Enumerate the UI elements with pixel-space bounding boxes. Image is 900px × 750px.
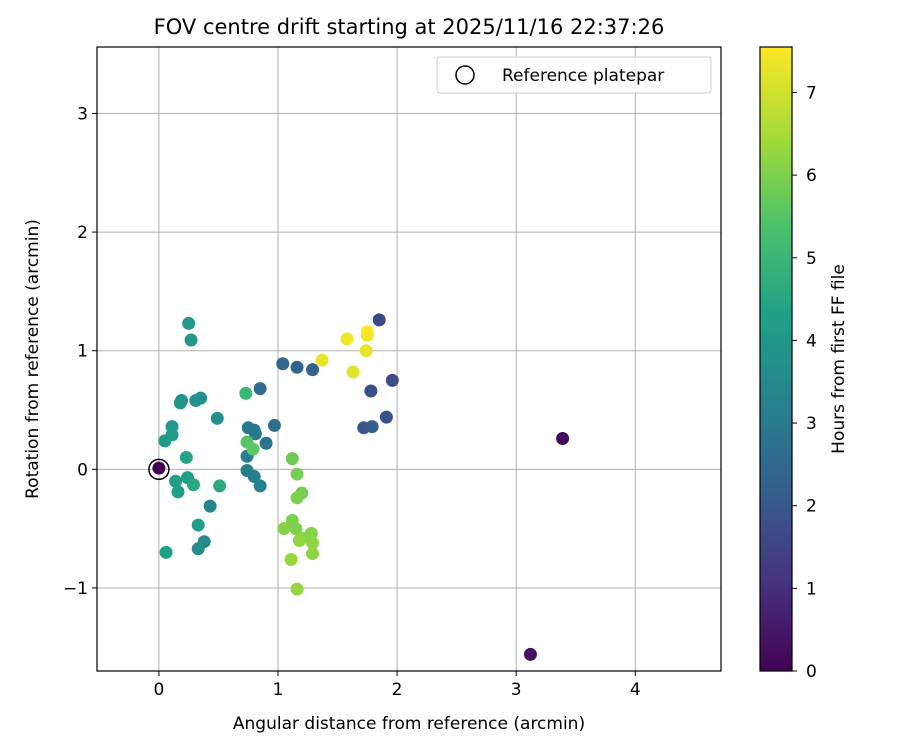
x-tick-label: 2 xyxy=(392,680,403,700)
colorbar-tick-label: 0 xyxy=(806,662,817,682)
data-point xyxy=(210,411,224,425)
data-point xyxy=(285,452,299,466)
data-point xyxy=(186,478,200,492)
data-point xyxy=(290,360,304,374)
data-point xyxy=(158,434,172,448)
data-point xyxy=(152,461,166,475)
data-point xyxy=(191,542,205,556)
legend-marker-reference xyxy=(455,65,475,85)
colorbar-tick-label: 3 xyxy=(806,414,817,434)
data-point xyxy=(253,479,267,493)
data-point xyxy=(292,534,306,548)
legend-box xyxy=(436,56,712,94)
y-tick-label: −1 xyxy=(63,579,88,599)
data-point xyxy=(169,474,183,488)
data-point xyxy=(372,313,386,327)
x-tick-label: 0 xyxy=(154,680,165,700)
data-point xyxy=(259,436,273,450)
colorbar-tick-label: 1 xyxy=(806,579,817,599)
colorbar: 0 1 2 3 4 5 6 7 Hours from first FF file xyxy=(759,46,849,682)
colorbar-label: Hours from first FF file xyxy=(829,264,849,454)
colorbar-tick-label: 4 xyxy=(806,331,817,351)
data-point xyxy=(203,499,217,513)
y-axis-label: Rotation from reference (arcmin) xyxy=(23,219,43,499)
data-point xyxy=(246,442,260,456)
y-tick-label: 3 xyxy=(77,104,88,124)
data-point xyxy=(306,536,320,550)
data-point xyxy=(365,420,379,434)
y-tick-label: 0 xyxy=(77,460,88,480)
y-axis-ticks: −1 0 1 2 3 xyxy=(63,104,97,599)
x-tick-label: 4 xyxy=(630,680,641,700)
data-point xyxy=(159,545,173,559)
data-point xyxy=(523,647,537,661)
data-point xyxy=(267,418,281,432)
data-point xyxy=(290,582,304,596)
data-point xyxy=(213,479,227,493)
colorbar-tick-label: 6 xyxy=(806,166,817,186)
data-point xyxy=(284,552,298,566)
data-point xyxy=(179,450,193,464)
colorbar-tick-label: 7 xyxy=(806,83,817,103)
x-tick-label: 3 xyxy=(511,680,522,700)
data-point xyxy=(184,333,198,347)
data-point xyxy=(359,344,373,358)
data-point xyxy=(315,353,329,367)
plot-frame xyxy=(96,46,722,672)
reference-platepar-marker xyxy=(148,458,170,481)
data-point xyxy=(239,386,253,400)
data-point xyxy=(173,396,187,410)
data-point xyxy=(276,357,290,371)
data-point xyxy=(182,316,196,330)
x-axis-label: Angular distance from reference (arcmin) xyxy=(233,714,585,734)
colorbar-tick-label: 5 xyxy=(806,249,817,269)
colorbar-ticks: 0 1 2 3 4 5 6 7 xyxy=(792,83,817,682)
data-point xyxy=(247,469,261,483)
colorbar-gradient xyxy=(759,46,793,672)
data-point xyxy=(248,427,262,441)
data-point xyxy=(277,522,291,536)
legend: Reference platepar xyxy=(436,56,712,94)
data-point xyxy=(364,384,378,398)
data-point xyxy=(306,547,320,561)
x-axis-ticks: 0 1 2 3 4 xyxy=(154,671,641,700)
data-point xyxy=(306,363,320,377)
data-point xyxy=(340,332,354,346)
colorbar-tick-label: 2 xyxy=(806,497,817,517)
data-point xyxy=(346,365,360,379)
data-point xyxy=(189,394,203,408)
data-point xyxy=(290,467,304,481)
data-point xyxy=(191,518,205,532)
data-point xyxy=(171,485,185,499)
scatter-points xyxy=(148,313,570,661)
grid-lines xyxy=(97,47,721,671)
x-tick-label: 1 xyxy=(273,680,284,700)
y-tick-label: 2 xyxy=(77,223,88,243)
data-point xyxy=(556,431,570,445)
legend-label-reference: Reference platepar xyxy=(502,66,664,86)
data-point xyxy=(253,382,267,396)
data-point xyxy=(289,522,303,536)
data-point xyxy=(385,373,399,387)
data-point xyxy=(360,325,374,339)
data-point xyxy=(379,410,393,424)
y-tick-label: 1 xyxy=(77,342,88,362)
chart-title: FOV centre drift starting at 2025/11/16 … xyxy=(154,15,665,39)
data-point xyxy=(290,491,304,505)
